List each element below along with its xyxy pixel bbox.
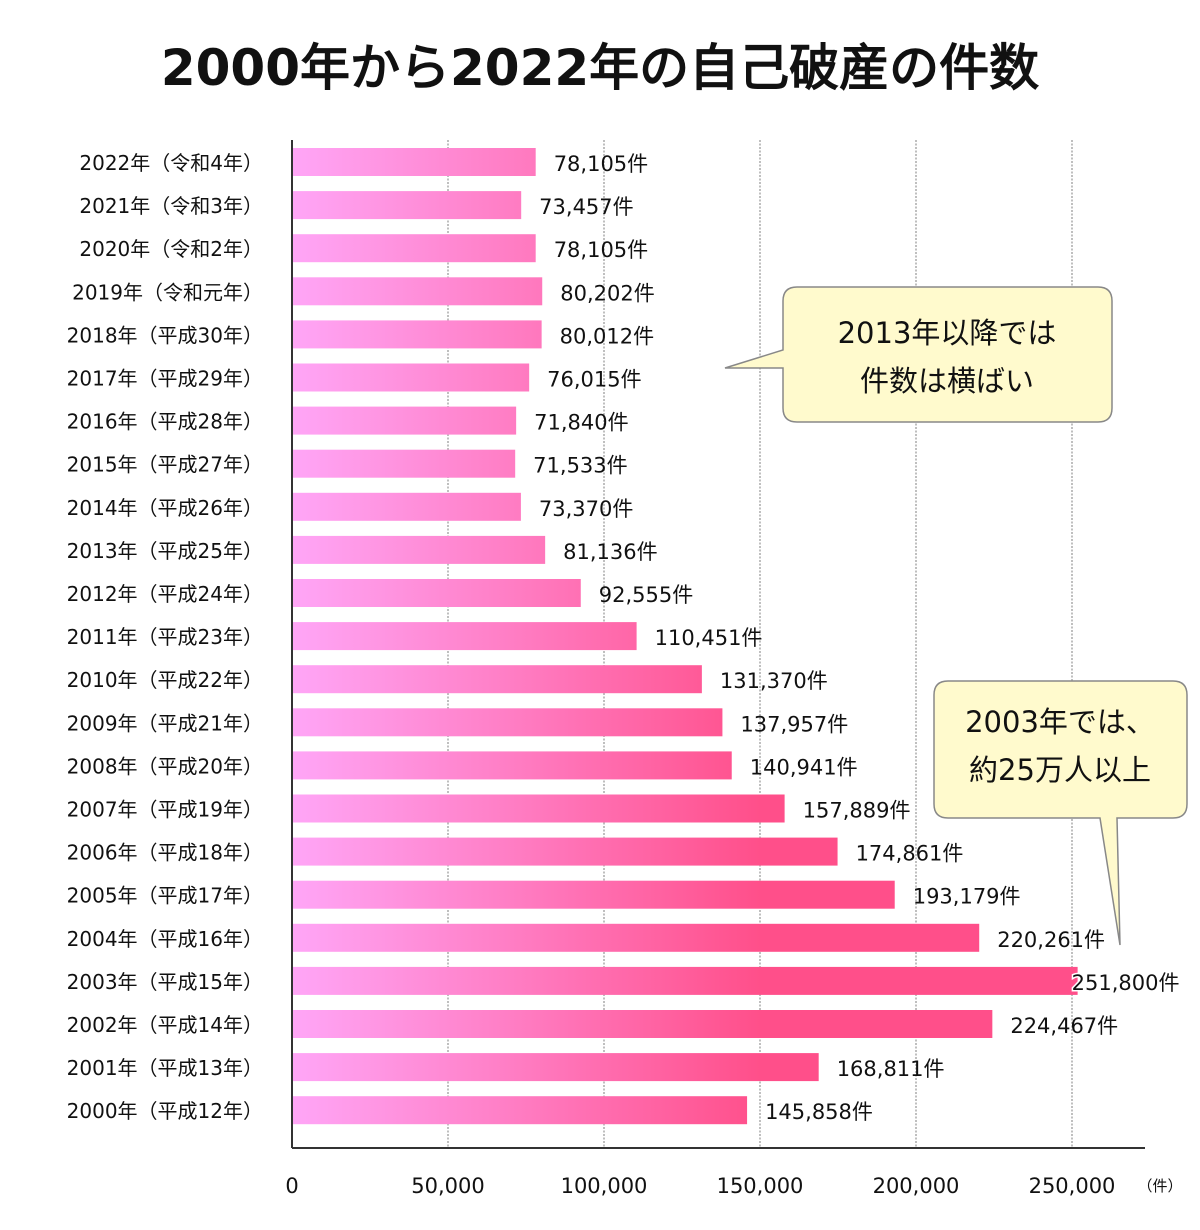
callout-text: 2013年以降では	[838, 316, 1057, 350]
category-label: 2006年（平成18年）	[67, 841, 263, 865]
category-label: 2020年（令和2年）	[79, 237, 263, 261]
category-label: 2013年（平成25年）	[67, 539, 263, 563]
data-label: 224,467件	[1010, 1014, 1118, 1038]
bar	[292, 579, 581, 607]
data-label: 251,800件	[1072, 971, 1180, 995]
bar	[292, 880, 895, 909]
data-label: 92,555件	[599, 583, 693, 607]
data-label: 168,811件	[837, 1057, 945, 1081]
data-label: 80,202件	[560, 281, 654, 305]
x-tick-label: 250,000	[1029, 1174, 1116, 1198]
category-label: 2009年（平成21年）	[67, 711, 263, 735]
category-label: 2003年（平成15年）	[67, 970, 263, 994]
bar	[292, 492, 521, 521]
bar	[292, 1010, 993, 1038]
data-label: 78,105件	[554, 152, 648, 176]
category-label: 2002年（平成14年）	[67, 1013, 263, 1037]
data-label: 80,012件	[560, 324, 654, 348]
labels: 2022年（令和4年） 78,105件 2021年（令和3年） 73,457件 2020…	[67, 151, 1181, 1124]
category-label: 2014年（平成26年）	[67, 496, 263, 520]
bar	[292, 320, 542, 349]
bar	[292, 234, 536, 263]
x-tick-label: 100,000	[561, 1174, 648, 1198]
category-label: 2001年（平成13年）	[67, 1056, 263, 1080]
category-label: 2017年（平成29年）	[67, 367, 263, 391]
category-label: 2018年（平成30年）	[67, 323, 263, 347]
bar	[292, 966, 1078, 995]
bar	[292, 837, 838, 866]
category-label: 2016年（平成28年）	[67, 410, 263, 434]
category-label: 2004年（平成16年）	[67, 927, 263, 951]
data-label: 73,457件	[539, 195, 633, 219]
category-label: 2008年（平成20年）	[67, 754, 263, 778]
callout-text: 2003年では、	[965, 705, 1155, 739]
callout-text: 件数は横ばい	[860, 364, 1034, 398]
data-label: 174,861件	[856, 842, 964, 866]
data-label: 140,941件	[750, 755, 858, 779]
data-label: 73,370件	[539, 497, 633, 521]
category-label: 2005年（平成17年）	[67, 884, 263, 908]
bar	[292, 923, 980, 952]
bar	[292, 363, 530, 392]
bar	[292, 708, 723, 737]
bar	[292, 535, 546, 564]
category-label: 2007年（平成19年）	[67, 798, 263, 822]
chart-title: 2000年から2022年の自己破産の件数	[160, 39, 1040, 97]
x-tick-label: 50,000	[411, 1174, 484, 1198]
bar	[292, 148, 536, 176]
data-label: 71,840件	[534, 411, 628, 435]
bar	[292, 191, 522, 220]
data-label: 145,858件	[765, 1100, 873, 1124]
category-label: 2022年（令和4年）	[79, 151, 263, 175]
axes: 0 50,000 100,000 150,000 200,000 250,000 （件）	[285, 140, 1183, 1198]
data-label: 157,889件	[803, 799, 911, 823]
data-label: 193,179件	[913, 885, 1021, 909]
data-label: 76,015件	[547, 368, 641, 392]
callout-bubble	[933, 680, 1188, 946]
bar	[292, 1053, 819, 1082]
data-label: 110,451件	[655, 626, 763, 650]
bar	[292, 406, 517, 435]
data-label: 220,261件	[997, 928, 1105, 952]
x-tick-label: 150,000	[717, 1174, 804, 1198]
bar	[292, 622, 637, 651]
category-label: 2019年（令和元年）	[72, 280, 263, 304]
bar	[292, 449, 516, 478]
callout-bubble	[724, 286, 1113, 423]
category-label: 2010年（平成22年）	[67, 668, 263, 692]
bar	[292, 1096, 748, 1125]
bars	[292, 148, 1078, 1125]
category-label: 2015年（平成27年）	[67, 453, 263, 477]
data-label: 78,105件	[554, 238, 648, 262]
category-label: 2021年（令和3年）	[79, 194, 263, 218]
category-label: 2011年（平成23年）	[67, 625, 263, 649]
bar	[292, 277, 543, 306]
x-axis-unit-label: （件）	[1137, 1177, 1182, 1195]
category-label: 2000年（平成12年）	[67, 1099, 263, 1123]
data-label: 137,957件	[740, 712, 848, 736]
bar	[292, 665, 702, 694]
bar	[292, 751, 732, 780]
data-label: 71,533件	[533, 454, 627, 478]
category-label: 2012年（平成24年）	[67, 582, 263, 606]
x-tick-label: 200,000	[873, 1174, 960, 1198]
callout-text: 約25万人以上	[969, 753, 1151, 787]
data-label: 131,370件	[720, 669, 828, 693]
bar	[292, 794, 785, 823]
data-label: 81,136件	[563, 540, 657, 564]
x-tick-label: 0	[285, 1174, 298, 1198]
